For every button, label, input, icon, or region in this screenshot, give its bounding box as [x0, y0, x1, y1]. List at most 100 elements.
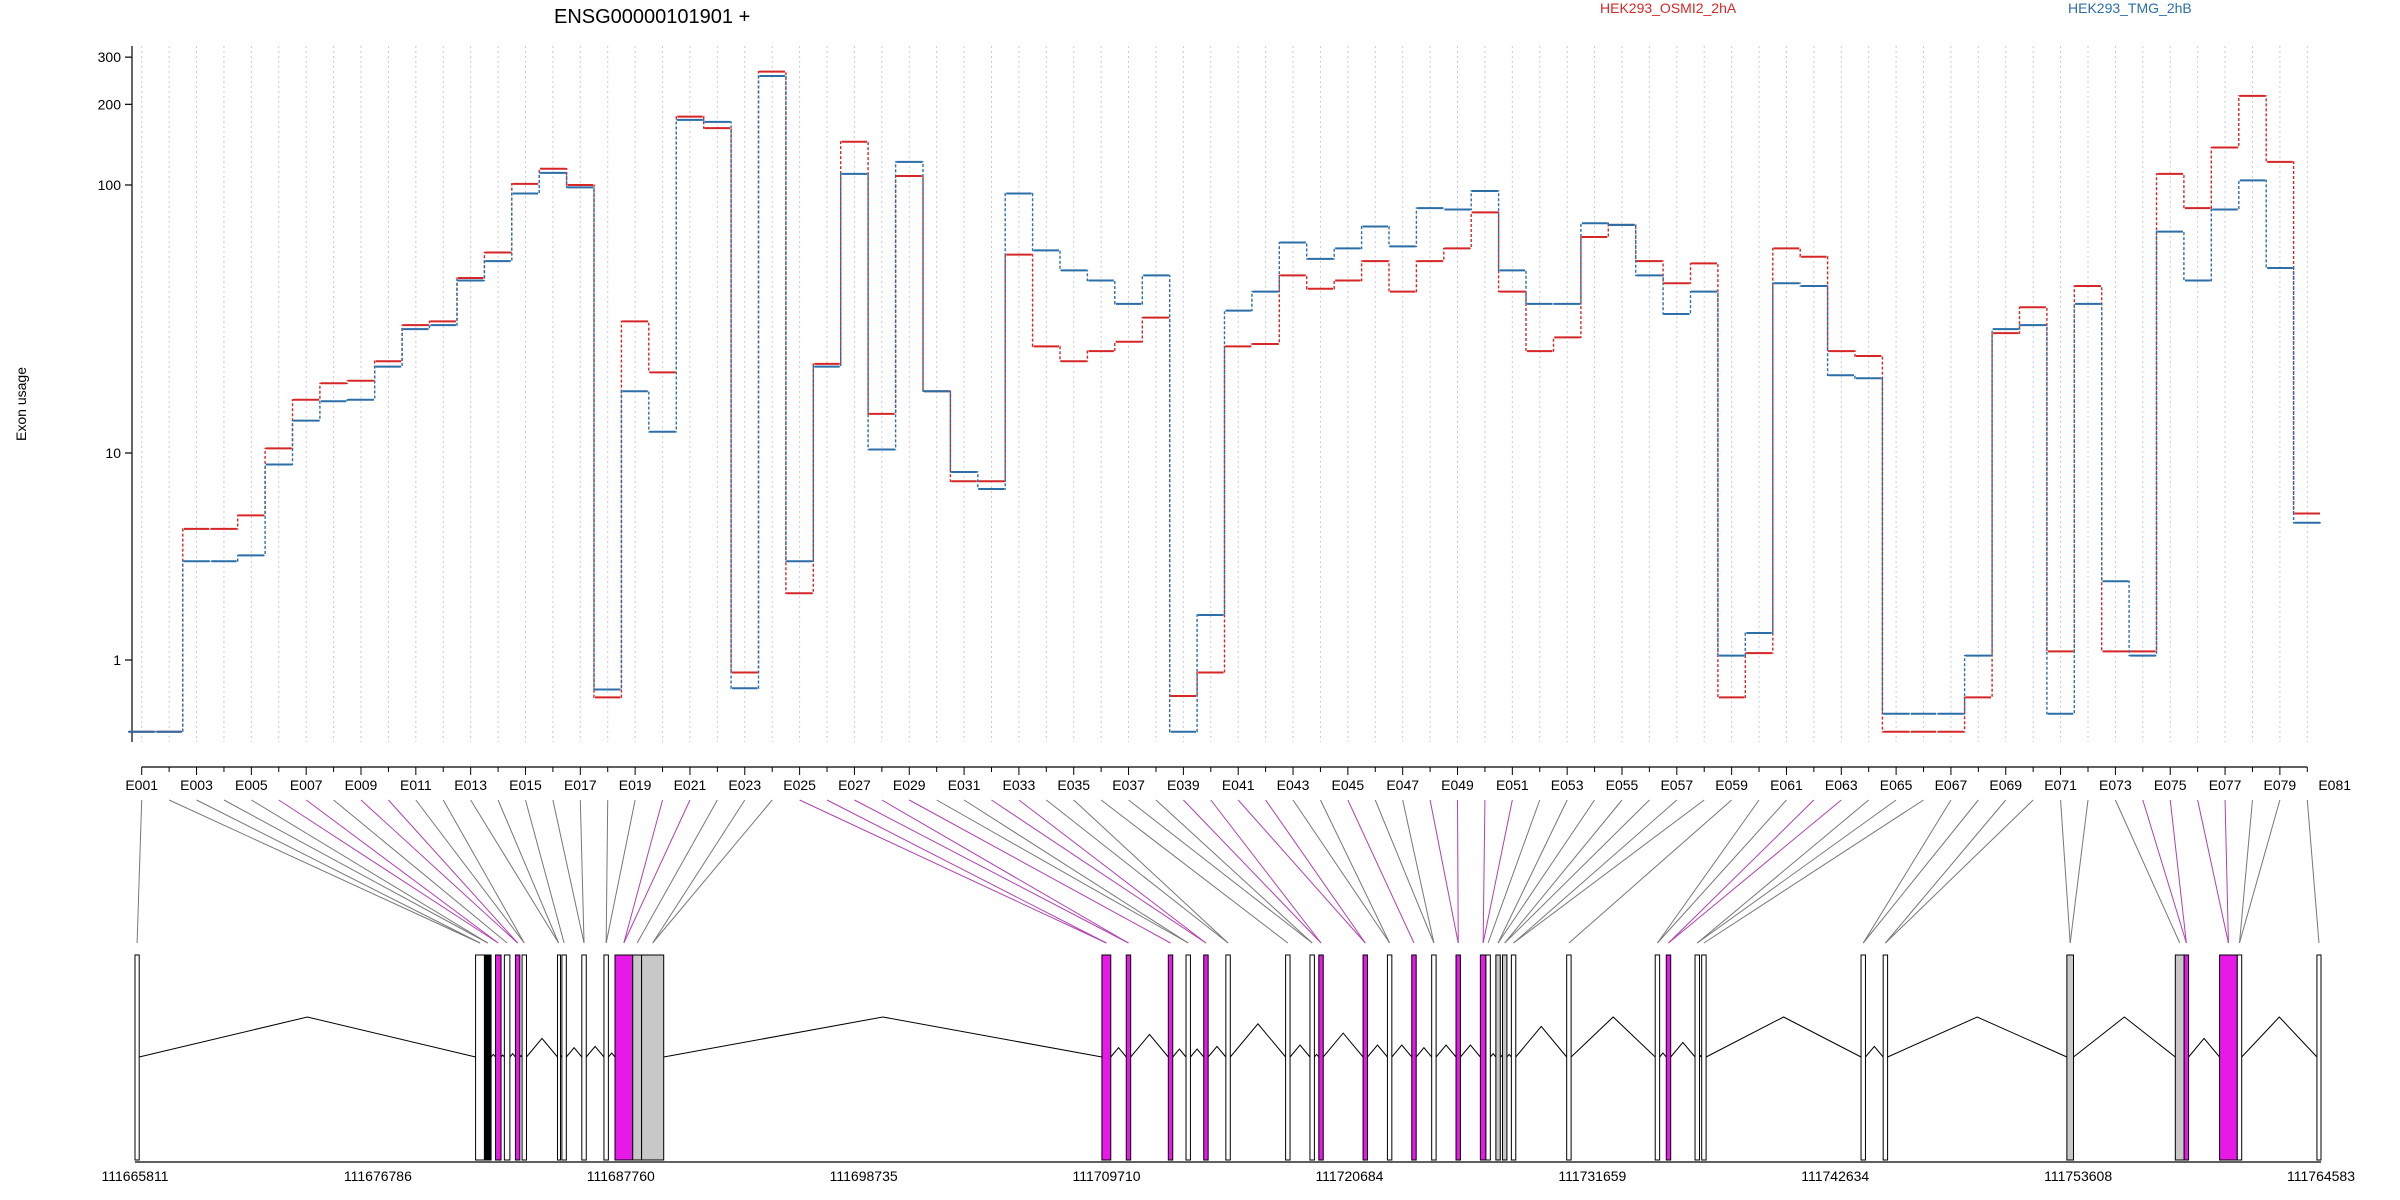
- exon-box: [1860, 954, 1866, 1161]
- y-axis-label: Exon usage: [13, 367, 29, 441]
- connector-line: [1482, 799, 1486, 944]
- exon-box: [1479, 954, 1487, 1161]
- connector-line: [826, 799, 1107, 944]
- genomic-tick-label: 111720684: [1315, 1168, 1383, 1184]
- connector-line: [1657, 799, 1760, 944]
- intron-line: [1515, 1025, 1568, 1058]
- connector-line: [196, 799, 481, 944]
- exon-box: [2066, 954, 2075, 1161]
- connector-line: [1482, 799, 1513, 944]
- x-tick-label: E065: [1880, 777, 1913, 793]
- x-tick-label: E063: [1825, 777, 1858, 793]
- connector-line: [360, 799, 518, 944]
- exon-box: [1386, 954, 1393, 1161]
- intron-line: [2188, 1037, 2220, 1058]
- x-tick-label: E053: [1551, 777, 1584, 793]
- x-tick-label: E013: [454, 777, 487, 793]
- x-tick-label: E071: [2044, 777, 2077, 793]
- connector-line: [2069, 799, 2089, 944]
- x-tick-label: E027: [838, 777, 871, 793]
- x-tick-label: E003: [180, 777, 213, 793]
- y-tick-label: 200: [98, 96, 122, 112]
- x-tick-label: E029: [893, 777, 926, 793]
- exon-box: [514, 954, 521, 1161]
- connector-line: [278, 799, 499, 944]
- connector-line: [1018, 799, 1207, 944]
- intron-line: [1570, 1016, 1656, 1058]
- connector-line: [1513, 799, 1678, 944]
- connector-line: [2306, 799, 2320, 944]
- connector-line: [881, 799, 1129, 944]
- genomic-axis: 111665811 111676786 111687760 111698735 1117…: [102, 1161, 2355, 1184]
- x-tick-label: E051: [1496, 777, 1529, 793]
- y-axis: 1 10 100 200 300: [98, 46, 133, 742]
- intron-line: [1489, 1052, 1497, 1058]
- x-tick-label: E057: [1660, 777, 1693, 793]
- intron-line: [1289, 1044, 1311, 1058]
- connector-line: [1347, 799, 1415, 944]
- x-tick-label: E047: [1386, 777, 1419, 793]
- exon-box: [1285, 954, 1291, 1161]
- intron-line: [565, 1046, 583, 1058]
- intron-line: [1322, 1032, 1364, 1058]
- connector-line: [2197, 799, 2229, 944]
- intron-line: [509, 1052, 516, 1058]
- connector-line: [1374, 799, 1435, 944]
- connector-line: [1155, 799, 1313, 944]
- x-tick-label: E061: [1770, 777, 1803, 793]
- intron-line: [526, 1037, 558, 1058]
- connector-line: [1862, 799, 1952, 944]
- x-tick-label: E021: [674, 777, 707, 793]
- connector-line: [333, 799, 508, 944]
- exon-box: [521, 954, 527, 1161]
- connector-line: [470, 799, 560, 944]
- chart-title: ENSG00000101901 +: [554, 6, 750, 28]
- x-tick-label: E041: [1222, 777, 1255, 793]
- x-tick-label: E043: [1277, 777, 1310, 793]
- exon-box: [1185, 954, 1191, 1161]
- genomic-tick-label: 111698735: [830, 1168, 898, 1184]
- connector-line: [2239, 799, 2281, 944]
- connector-line: [1657, 799, 1787, 944]
- genomic-tick-label: 111753608: [2044, 1168, 2112, 1184]
- connector-line: [2114, 799, 2181, 944]
- exon-box: [1318, 954, 1324, 1161]
- connector-line: [1862, 799, 1979, 944]
- genomic-tick-label: 111709710: [1073, 1168, 1141, 1184]
- exon-box: [1167, 954, 1174, 1161]
- intron-line: [1506, 1053, 1512, 1058]
- exon-box: [1566, 954, 1572, 1161]
- genomic-tick-label: 111764583: [2287, 1168, 2355, 1184]
- connector-line: [1487, 799, 1541, 944]
- exon-box: [483, 954, 492, 1161]
- exon-box: [556, 954, 561, 1161]
- x-tick-label: E049: [1441, 777, 1474, 793]
- exon-box: [1125, 954, 1132, 1161]
- connector-line: [1497, 799, 1595, 944]
- connector-line: [1210, 799, 1322, 944]
- exon-box: [503, 954, 511, 1161]
- exon-box: [603, 954, 609, 1161]
- intron-line: [1670, 1041, 1696, 1058]
- connector-line: [1457, 799, 1459, 944]
- exon-box: [632, 954, 643, 1161]
- connector-line: [2238, 799, 2253, 944]
- exon-box: [495, 954, 502, 1161]
- exon-box: [581, 954, 587, 1161]
- x-tick-label: E075: [2154, 777, 2187, 793]
- intron-line: [2241, 1016, 2318, 1058]
- connector-line: [136, 799, 143, 944]
- x-tick-label: E007: [290, 777, 323, 793]
- exon-box: [1694, 954, 1700, 1161]
- legend-label-tmg: HEK293_TMG_2hB: [2068, 0, 2192, 16]
- exon-box: [1665, 954, 1672, 1161]
- x-tick-label: E067: [1935, 777, 1968, 793]
- genomic-tick-label: 111731659: [1558, 1168, 1626, 1184]
- connector-line: [1504, 799, 1650, 944]
- x-tick-label: E045: [1332, 777, 1365, 793]
- connector-line: [524, 799, 565, 944]
- intron-line: [1110, 1046, 1127, 1058]
- connector-line: [1568, 799, 1732, 944]
- x-tick-label: E039: [1167, 777, 1200, 793]
- exon-box: [2219, 954, 2238, 1161]
